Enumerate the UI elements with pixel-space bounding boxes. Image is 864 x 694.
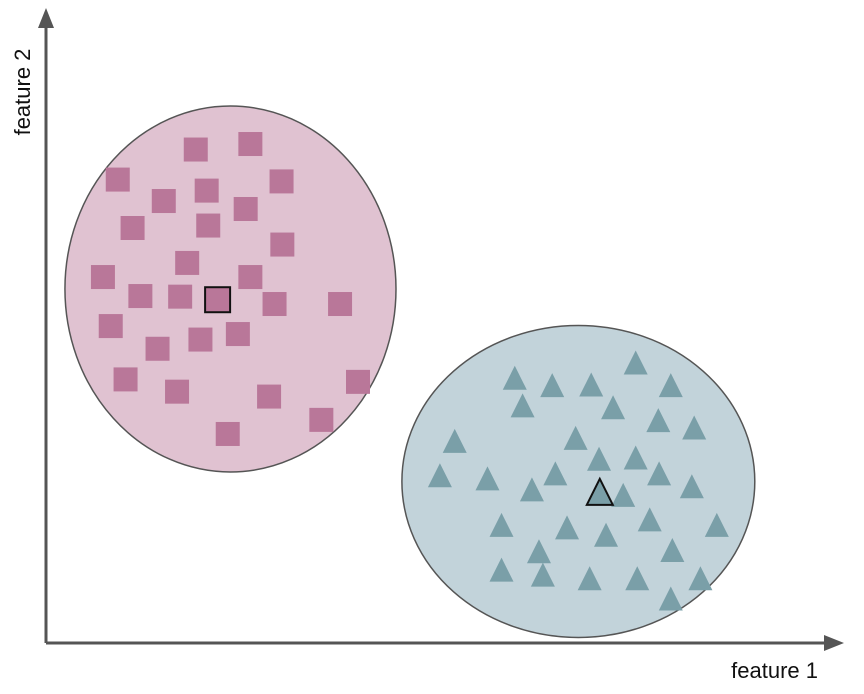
square-point xyxy=(165,379,190,404)
triangle-point xyxy=(623,350,648,375)
square-point xyxy=(183,137,208,162)
triangle-point xyxy=(540,373,565,398)
triangle-point xyxy=(679,474,704,499)
triangle-point xyxy=(658,586,683,611)
triangle-point xyxy=(489,512,514,537)
triangle-point xyxy=(647,461,672,486)
triangle-cluster-region xyxy=(401,324,756,639)
triangle-point xyxy=(526,539,551,564)
square-point xyxy=(175,250,200,275)
square-point xyxy=(238,132,263,157)
square-point xyxy=(168,284,193,309)
square-point xyxy=(346,369,370,394)
square-point xyxy=(328,292,353,317)
triangle-point xyxy=(577,566,602,591)
triangle-point xyxy=(594,522,619,547)
square-point xyxy=(151,189,176,214)
triangle-point xyxy=(543,461,568,486)
y-axis-label: feature 2 xyxy=(10,49,35,136)
square-centroid xyxy=(204,286,232,314)
square-cluster xyxy=(64,105,397,473)
triangle-point xyxy=(637,507,662,532)
triangle-point xyxy=(510,393,535,418)
triangle-point xyxy=(660,538,685,563)
square-point xyxy=(225,322,250,347)
triangle-point xyxy=(688,566,713,591)
triangle-point xyxy=(601,395,626,420)
square-point xyxy=(196,213,221,238)
square-point xyxy=(269,169,294,194)
triangle-point xyxy=(646,408,671,433)
square-point xyxy=(145,336,170,361)
square-point xyxy=(233,196,258,221)
square-point xyxy=(309,407,334,432)
triangle-point xyxy=(611,482,636,507)
triangle-point xyxy=(519,477,544,502)
triangle-point xyxy=(442,428,467,453)
triangle-point xyxy=(502,365,527,390)
square-point xyxy=(98,314,123,339)
triangle-point xyxy=(563,425,588,450)
square-point xyxy=(90,265,115,290)
triangle-point xyxy=(475,466,500,491)
y-axis-arrow-icon xyxy=(38,8,54,28)
square-point xyxy=(270,232,295,257)
square-point xyxy=(128,284,153,309)
square-point xyxy=(120,215,145,240)
square-point xyxy=(113,367,138,392)
triangle-point xyxy=(587,446,612,471)
triangle-point xyxy=(682,415,707,440)
square-point xyxy=(262,292,287,317)
square-point xyxy=(215,421,240,446)
triangle-cluster xyxy=(401,324,756,639)
square-point xyxy=(194,178,219,203)
triangle-point xyxy=(704,512,729,537)
triangle-point xyxy=(427,463,452,488)
clusters-layer xyxy=(64,105,756,639)
square-point xyxy=(238,265,263,290)
triangle-point xyxy=(625,566,650,591)
triangle-point xyxy=(623,445,648,470)
axes: feature 1 feature 2 xyxy=(10,8,844,683)
triangle-centroid xyxy=(585,476,615,506)
triangle-point xyxy=(579,372,604,397)
square-point xyxy=(257,384,282,409)
triangle-point xyxy=(658,373,683,398)
square-point xyxy=(105,167,130,192)
x-axis-label: feature 1 xyxy=(731,658,818,683)
x-axis-arrow-icon xyxy=(824,635,844,651)
square-point xyxy=(188,327,213,352)
triangle-point xyxy=(555,515,580,540)
triangle-point xyxy=(530,562,555,587)
triangle-point xyxy=(489,557,514,582)
